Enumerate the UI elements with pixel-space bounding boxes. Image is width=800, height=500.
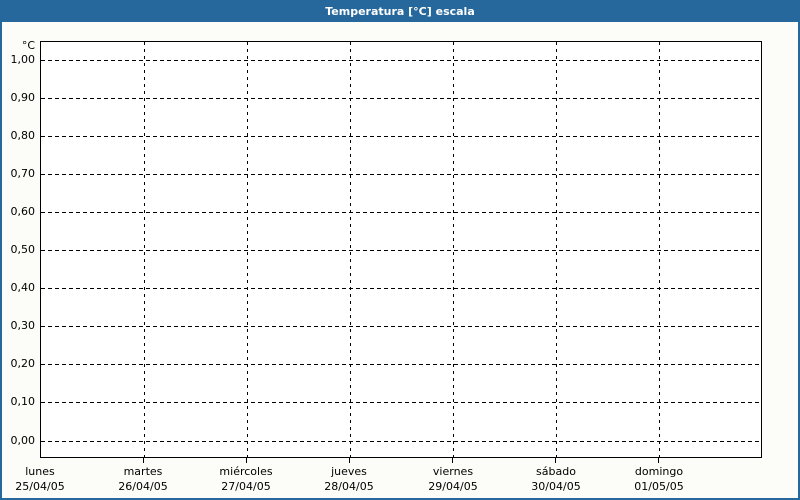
x-tick-label: domingo 01/05/05 (607, 464, 711, 494)
y-gridline (41, 402, 761, 404)
y-gridline (41, 173, 761, 175)
y-tick-label: 0,60 (10, 205, 36, 218)
x-gridline (143, 42, 145, 457)
x-axis-tick (658, 458, 659, 463)
x-tick-date: 26/04/05 (118, 480, 168, 493)
x-tick-date: 28/04/05 (324, 480, 374, 493)
y-tick-label: 0,20 (10, 357, 36, 370)
y-tick-label: 0,00 (10, 434, 36, 447)
y-gridline (41, 135, 761, 137)
y-tick-label: 0,70 (10, 167, 36, 180)
x-gridline (246, 42, 248, 457)
x-tick-day-name: domingo (634, 465, 684, 478)
x-gridline (556, 42, 558, 457)
x-tick-date: 30/04/05 (531, 480, 581, 493)
x-tick-label: lunes 25/04/05 (0, 464, 92, 494)
y-gridline (41, 440, 761, 442)
y-axis-unit-label: °C (21, 39, 35, 52)
y-tick-label: 1,00 (10, 53, 36, 66)
chart-title-bar: Temperatura [°C] escala (0, 0, 800, 22)
x-tick-date: 27/04/05 (221, 480, 271, 493)
x-tick-day-name: martes (123, 465, 163, 478)
y-tick-label: 0,90 (10, 91, 36, 104)
y-gridline (41, 364, 761, 366)
x-axis-tick (452, 458, 453, 463)
x-gridline (349, 42, 351, 457)
x-tick-date: 01/05/05 (634, 480, 684, 493)
x-tick-label: miércoles 27/04/05 (194, 464, 298, 494)
x-tick-date: 25/04/05 (15, 480, 65, 493)
x-tick-day-name: miércoles (219, 465, 273, 478)
y-tick-label: 0,30 (10, 319, 36, 332)
y-gridline (41, 326, 761, 328)
x-axis-tick (246, 458, 247, 463)
x-gridline (659, 42, 661, 457)
x-tick-date: 29/04/05 (428, 480, 478, 493)
plot-area (40, 41, 762, 458)
y-gridline (41, 211, 761, 213)
x-tick-day-name: lunes (25, 465, 55, 478)
y-gridline (41, 59, 761, 61)
x-tick-day-name: sábado (536, 465, 576, 478)
x-gridline (453, 42, 455, 457)
x-tick-label: viernes 29/04/05 (401, 464, 505, 494)
chart-title: Temperatura [°C] escala (325, 4, 475, 18)
x-tick-label: martes 26/04/05 (91, 464, 195, 494)
x-tick-label: sábado 30/04/05 (504, 464, 608, 494)
y-gridline (41, 250, 761, 251)
y-gridline (41, 288, 761, 290)
x-tick-label: jueves 28/04/05 (297, 464, 401, 494)
x-axis-tick (349, 458, 350, 463)
y-tick-label: 0,80 (10, 129, 36, 142)
y-tick-label: 0,40 (10, 281, 36, 294)
y-tick-label: 0,10 (10, 395, 36, 408)
x-tick-day-name: jueves (331, 465, 367, 478)
y-tick-label: 0,50 (10, 243, 36, 256)
x-axis-tick (143, 458, 144, 463)
x-tick-day-name: viernes (432, 465, 474, 478)
x-axis-tick (555, 458, 556, 463)
y-gridline (41, 97, 761, 99)
